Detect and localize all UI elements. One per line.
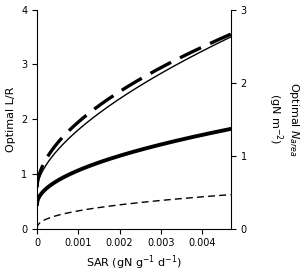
X-axis label: SAR (gN g$^{-1}$ d$^{-1}$): SAR (gN g$^{-1}$ d$^{-1}$) [86, 254, 182, 272]
Y-axis label: Optimal L/R: Optimal L/R [6, 86, 16, 152]
Y-axis label: Optimal $N_{area}$
(gN m$^{-2}$): Optimal $N_{area}$ (gN m$^{-2}$) [266, 82, 301, 157]
